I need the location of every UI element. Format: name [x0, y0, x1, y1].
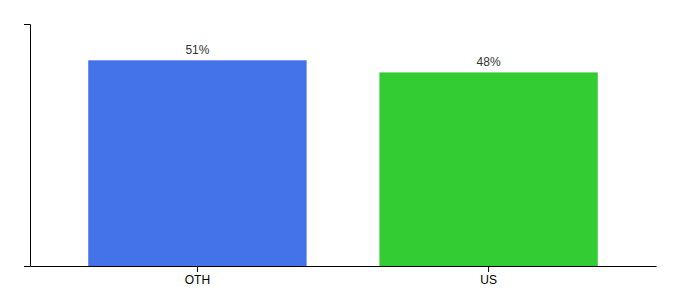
- y-axis: [24, 25, 31, 267]
- x-tick-label: OTH: [185, 273, 210, 287]
- data-label: 48%: [477, 55, 501, 69]
- data-label: 51%: [185, 43, 209, 57]
- chart: OTH US 51% 48%: [0, 0, 680, 300]
- bars: [88, 60, 598, 266]
- bar: [88, 60, 306, 266]
- x-tick-label: US: [480, 273, 497, 287]
- x-axis: OTH US: [31, 266, 657, 287]
- plot: OTH US 51% 48%: [24, 25, 657, 287]
- x-tick-mark: [197, 266, 198, 272]
- x-tick: OTH: [185, 266, 210, 287]
- x-tick: US: [480, 266, 497, 287]
- y-axis-line: [24, 25, 31, 267]
- chart-container: OTH US 51% 48%: [0, 0, 680, 300]
- x-tick-mark: [488, 266, 489, 272]
- x-axis-line: [31, 266, 657, 267]
- data-labels: 51% 48%: [185, 43, 501, 69]
- bar: [379, 72, 597, 266]
